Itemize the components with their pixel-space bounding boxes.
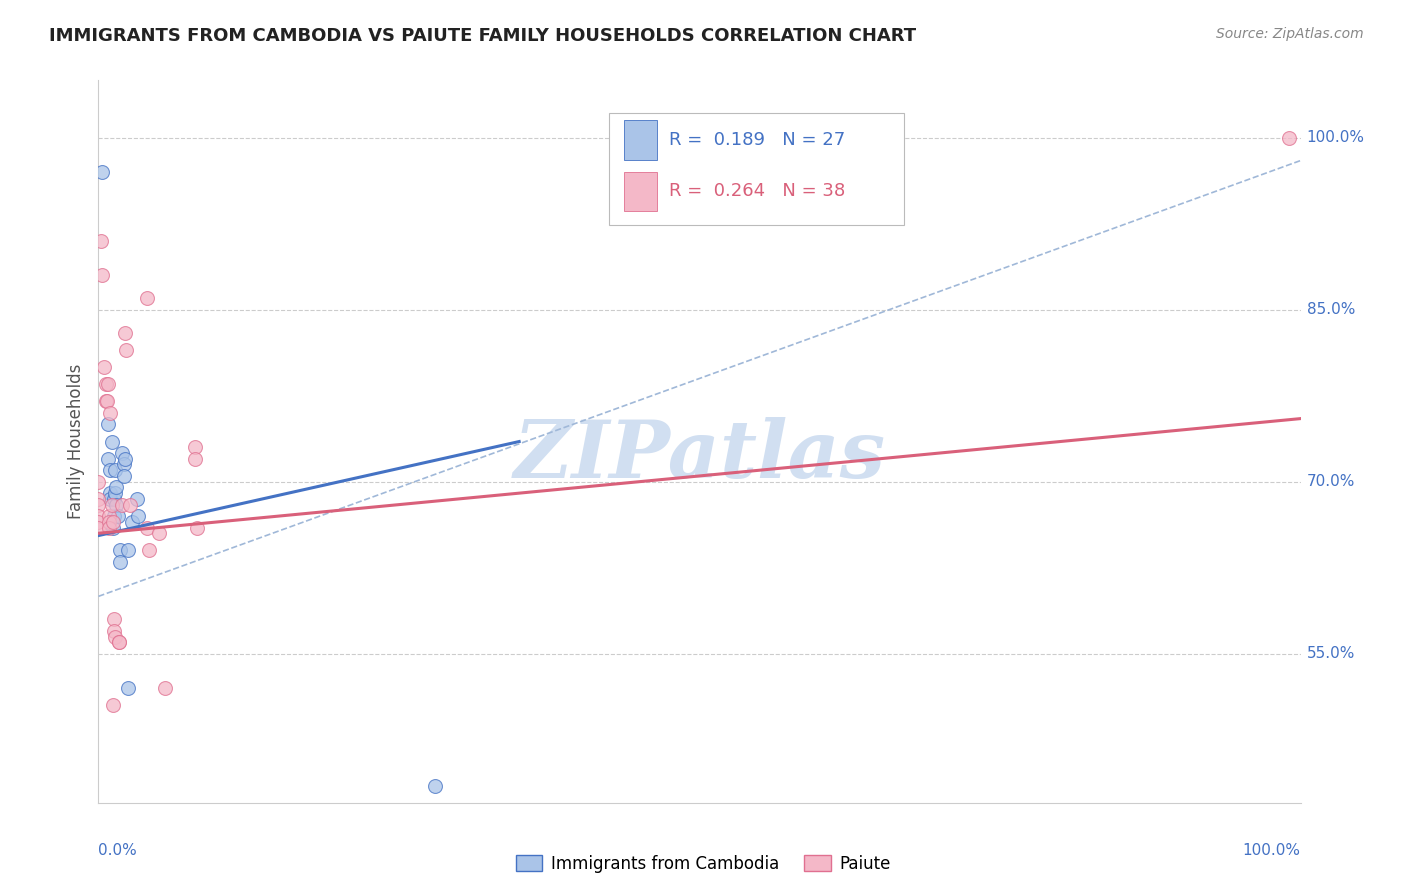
Point xyxy=(98,515,121,529)
Point xyxy=(127,509,149,524)
Point xyxy=(87,520,110,534)
Text: 0.0%: 0.0% xyxy=(98,843,138,857)
Point xyxy=(101,520,124,534)
Point xyxy=(103,509,125,524)
Text: 55.0%: 55.0% xyxy=(1306,646,1355,661)
Point xyxy=(108,543,131,558)
Point xyxy=(100,486,122,500)
Text: IMMIGRANTS FROM CAMBODIA VS PAIUTE FAMILY HOUSEHOLDS CORRELATION CHART: IMMIGRANTS FROM CAMBODIA VS PAIUTE FAMIL… xyxy=(49,27,917,45)
Point xyxy=(100,434,122,449)
Point xyxy=(101,698,124,713)
Text: 100.0%: 100.0% xyxy=(1306,130,1365,145)
Point xyxy=(96,394,118,409)
Point xyxy=(111,446,134,460)
Point xyxy=(93,359,115,374)
FancyBboxPatch shape xyxy=(609,112,904,225)
Point xyxy=(87,515,110,529)
Point xyxy=(108,635,131,649)
Text: 85.0%: 85.0% xyxy=(1306,302,1355,318)
Point xyxy=(153,681,176,695)
Text: Source: ZipAtlas.com: Source: ZipAtlas.com xyxy=(1216,27,1364,41)
Point xyxy=(101,515,124,529)
Point xyxy=(148,526,170,541)
Point xyxy=(98,520,121,534)
Text: R =  0.264   N = 38: R = 0.264 N = 38 xyxy=(669,183,845,201)
Point xyxy=(135,291,157,305)
Point xyxy=(117,543,139,558)
Point xyxy=(94,394,117,409)
Point xyxy=(87,491,110,506)
Point xyxy=(105,480,128,494)
Point xyxy=(108,635,131,649)
Point xyxy=(100,406,122,420)
Point xyxy=(183,451,205,466)
Point xyxy=(183,440,205,454)
Point xyxy=(90,234,112,248)
Point xyxy=(97,451,120,466)
Point xyxy=(115,343,138,357)
Text: ZIPatlas: ZIPatlas xyxy=(513,417,886,495)
Point xyxy=(87,509,110,524)
Point xyxy=(97,377,120,392)
Point xyxy=(104,486,127,500)
Text: 100.0%: 100.0% xyxy=(1243,843,1301,857)
Point xyxy=(87,498,110,512)
FancyBboxPatch shape xyxy=(624,120,658,160)
Point xyxy=(1277,130,1299,145)
Point xyxy=(114,326,136,340)
Point xyxy=(91,165,114,179)
Point xyxy=(108,555,131,569)
Point xyxy=(103,624,125,638)
Point xyxy=(98,509,121,524)
Point xyxy=(138,543,160,558)
Point xyxy=(118,498,141,512)
Point xyxy=(97,417,120,432)
Point xyxy=(423,779,446,793)
Point xyxy=(112,458,135,472)
Y-axis label: Family Households: Family Households xyxy=(67,364,86,519)
Point xyxy=(125,491,148,506)
Text: R =  0.189   N = 27: R = 0.189 N = 27 xyxy=(669,131,845,149)
Point xyxy=(100,498,122,512)
Point xyxy=(186,520,208,534)
FancyBboxPatch shape xyxy=(624,171,658,211)
Point xyxy=(100,463,122,477)
Point xyxy=(87,475,110,489)
Point xyxy=(121,515,143,529)
Point xyxy=(114,451,136,466)
Point xyxy=(103,612,125,626)
Text: 70.0%: 70.0% xyxy=(1306,475,1355,489)
Point xyxy=(104,463,127,477)
Point xyxy=(105,498,128,512)
Point xyxy=(100,491,122,506)
Point xyxy=(94,377,117,392)
Point xyxy=(104,630,127,644)
Point xyxy=(91,268,114,283)
Legend: Immigrants from Cambodia, Paiute: Immigrants from Cambodia, Paiute xyxy=(509,848,897,880)
Point xyxy=(111,498,134,512)
Point xyxy=(107,509,129,524)
Point xyxy=(117,681,139,695)
Point xyxy=(103,491,125,506)
Point xyxy=(112,469,135,483)
Point xyxy=(135,520,157,534)
